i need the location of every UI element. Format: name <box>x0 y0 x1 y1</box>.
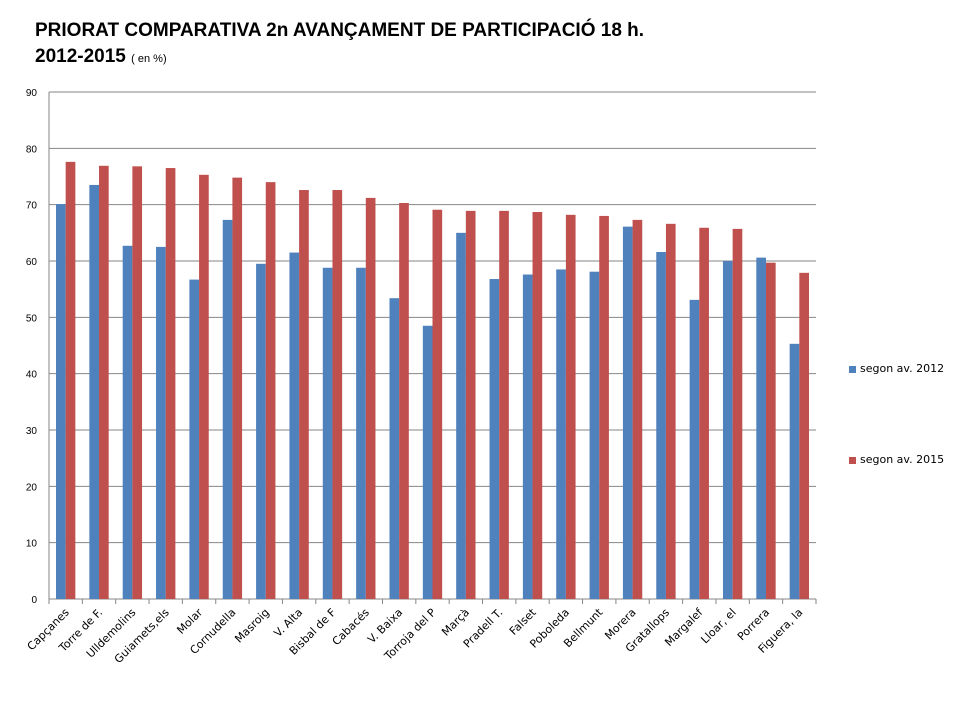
bar <box>199 174 209 599</box>
bar <box>389 298 400 599</box>
chart-title: PRIORAT COMPARATIVA 2n AVANÇAMENT DE PAR… <box>35 18 644 72</box>
bar <box>665 223 676 599</box>
bar <box>622 226 633 600</box>
bar <box>99 165 109 599</box>
bar <box>722 261 733 599</box>
legend-swatch-2012 <box>849 365 856 373</box>
y-tick-label: 70 <box>26 201 38 212</box>
bar <box>489 279 500 599</box>
title-line-1: PRIORAT COMPARATIVA 2n AVANÇAMENT DE PAR… <box>35 20 645 41</box>
x-tick-label: Masroig <box>232 606 272 646</box>
bar <box>189 279 200 599</box>
bar <box>132 166 143 600</box>
title-years: 2012-2015 <box>35 46 126 67</box>
bar <box>222 219 233 600</box>
title-unit-note: ( en %) <box>131 53 167 65</box>
legend-item-2012: segon av. 2012 <box>849 362 944 375</box>
x-tick-label: Cabacés <box>330 606 372 648</box>
legend-swatch-2015 <box>849 456 856 464</box>
title-line-2: 2012-2015 ( en %) <box>35 44 644 72</box>
bar <box>789 343 800 599</box>
bar <box>765 262 776 599</box>
bar <box>799 272 809 599</box>
bar <box>265 182 276 599</box>
y-tick-label: 80 <box>26 144 38 155</box>
bar <box>632 219 643 600</box>
y-tick-label: 90 <box>26 88 38 99</box>
bar <box>422 325 433 599</box>
x-tick-label: Lloar, el <box>698 606 738 646</box>
y-tick-label: 20 <box>26 482 38 493</box>
bar <box>399 202 409 599</box>
legend-label-2012: segon av. 2012 <box>860 362 945 375</box>
bar <box>56 204 66 599</box>
bar <box>365 197 376 599</box>
bar <box>89 184 100 599</box>
bar <box>699 227 709 599</box>
bar <box>165 168 176 600</box>
bar <box>256 263 266 599</box>
bar <box>356 267 366 599</box>
y-tick-label: 40 <box>26 370 38 381</box>
x-tick-label: Falset <box>507 605 539 637</box>
bar <box>589 271 600 599</box>
x-tick-label: Margalef <box>662 605 706 649</box>
bar <box>756 257 766 599</box>
bar <box>556 269 566 599</box>
x-tick-label: Molar <box>174 606 205 637</box>
bar <box>532 211 543 600</box>
bar <box>689 299 700 599</box>
y-tick-label: 50 <box>26 313 38 324</box>
bar <box>522 274 533 599</box>
bar <box>499 210 509 599</box>
y-tick-label: 60 <box>26 257 38 268</box>
bar <box>599 215 609 599</box>
bar <box>122 245 133 600</box>
bar <box>232 177 243 600</box>
bar <box>332 190 343 599</box>
bar <box>299 190 309 599</box>
bar <box>456 232 466 600</box>
bar <box>465 210 476 599</box>
y-tick-label: 10 <box>26 539 38 550</box>
bar <box>565 214 576 599</box>
legend-item-2015: segon av. 2015 <box>849 453 944 466</box>
bar <box>432 209 443 599</box>
bar <box>65 161 76 599</box>
bar <box>156 246 166 599</box>
bar <box>322 267 333 599</box>
bar <box>732 228 743 599</box>
y-tick-label: 30 <box>26 426 38 437</box>
bar <box>656 251 666 599</box>
bar <box>289 252 300 600</box>
y-tick-label: 0 <box>31 595 37 606</box>
legend-label-2015: segon av. 2015 <box>860 453 945 466</box>
